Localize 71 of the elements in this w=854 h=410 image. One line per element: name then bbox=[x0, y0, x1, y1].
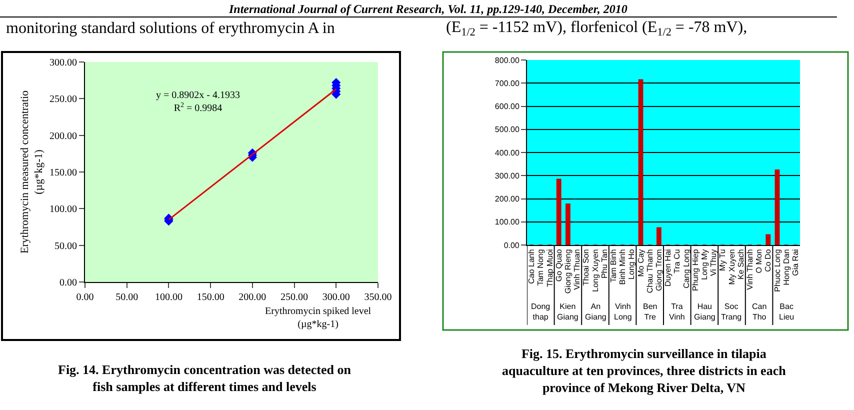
x-tick-label: Cang Long bbox=[682, 249, 691, 288]
y-tick-label: 200.00 bbox=[494, 194, 520, 204]
y-tick-label: 300.00 bbox=[50, 58, 77, 68]
text: Vinh Long bbox=[614, 302, 632, 322]
x-tick-label: Go Quao bbox=[554, 248, 564, 282]
x-tick-label: Hong Dan bbox=[782, 249, 791, 286]
x-tick-label: Tam Nong bbox=[536, 249, 546, 286]
x-tick-label: My Tu bbox=[718, 249, 728, 271]
x-tick-label: Tam Binh bbox=[609, 249, 618, 283]
y-tick-label: 800.00 bbox=[494, 56, 520, 65]
text: Tra Vinh bbox=[669, 302, 685, 322]
text: (E$_{1/2}$ = -1152 mV), florfenicol (E$_{1/2}$ = -78 mV), bbox=[446, 19, 748, 38]
x-tick-label: Giong Rieng bbox=[564, 249, 573, 294]
x-tick-label: Long Xuyen bbox=[590, 249, 600, 292]
x-tick-label: Duyen Hai bbox=[664, 248, 673, 287]
x-tick-label: Vinh Thanh bbox=[746, 249, 755, 290]
x-tick-label: Binh Minh bbox=[618, 249, 628, 285]
text: monitoring standard solutions of erythromycin A in bbox=[6, 20, 335, 37]
text: Kien Giang bbox=[557, 302, 578, 322]
text: Ben Tre bbox=[643, 302, 658, 322]
text: Soc Trang bbox=[721, 302, 742, 322]
y-tick-label: 500.00 bbox=[494, 125, 520, 134]
x-tick-label: 50.00 bbox=[116, 292, 138, 303]
x-tick-label: Vinh Thuan bbox=[572, 249, 582, 290]
x-tick-label: 150.00 bbox=[196, 292, 224, 303]
x-tick-label: 350.00 bbox=[364, 292, 392, 303]
x-tick-label: My Xuyen bbox=[727, 249, 736, 285]
x-tick-label: 100.00 bbox=[154, 292, 182, 303]
text: International Journal of Current Research, Vol. 11, pp.129-140, December, 2010 bbox=[228, 2, 628, 16]
x-tick-label: Thap Muoi bbox=[545, 248, 554, 287]
y-tick-label: 400.00 bbox=[494, 148, 520, 158]
y-tick-label: 600.00 bbox=[494, 102, 520, 112]
x-tick-label: Phung Hiep bbox=[690, 248, 700, 292]
x-tick-label: Long My bbox=[700, 249, 710, 280]
y-tick-label: 0.00 bbox=[504, 240, 520, 250]
caption: Fig. 14. Erythromycin concentration was detected on fish samples at different times and levels bbox=[58, 362, 352, 394]
x-tick-label: Giong Trom bbox=[654, 248, 664, 291]
x-tick-label: 0.00 bbox=[76, 292, 94, 303]
x-tick-label: Gia Rai bbox=[791, 248, 800, 276]
x-tick-label: Mo Cay bbox=[636, 249, 646, 277]
text: Dong thap bbox=[531, 302, 550, 322]
x-tick-label: Chau Thanh bbox=[645, 249, 654, 294]
x-tick-label: 300.00 bbox=[322, 292, 350, 303]
x-tick-label: Thoai Son bbox=[582, 249, 591, 286]
caption: Fig. 15. Erythromycin surveillance in tilapia aquaculture at ten provinces, three districts in each province of Mekong River Delta, VN bbox=[502, 346, 787, 395]
x-tick-label: Long Ho bbox=[627, 248, 636, 280]
x-tick-label: 250.00 bbox=[280, 292, 308, 303]
x-tick-label: Vi Thuy bbox=[709, 249, 718, 276]
x-tick-label: Cao Lanh bbox=[527, 249, 536, 284]
y-tick-label: 300.00 bbox=[494, 171, 520, 180]
text: Bac Lieu bbox=[779, 302, 794, 322]
y-tick-label: 250.00 bbox=[50, 94, 77, 106]
y-tick-label: 200.00 bbox=[50, 130, 77, 142]
x-tick-label: 200.00 bbox=[238, 292, 266, 303]
y-tick-label: 100.00 bbox=[50, 204, 77, 216]
x-tick-label: Phuoc Long bbox=[772, 249, 782, 292]
y-axis-title: Erythromycin measured concentratio (µg*kg-1) bbox=[18, 90, 46, 254]
y-tick-label: 150.00 bbox=[50, 168, 77, 178]
annotation: y = 0.8902x - 4.1933 R$^{2}$ = 0.9984 bbox=[156, 90, 240, 114]
x-tick-label: Co Do bbox=[764, 248, 773, 272]
x-tick-label: Phu Tan bbox=[600, 249, 609, 278]
y-tick-label: 700.00 bbox=[494, 78, 520, 88]
x-axis-title: Erythromycin spiked level (µg*kg-1) bbox=[265, 306, 372, 330]
x-tick-label: Ke Sach bbox=[736, 249, 746, 280]
y-tick-label: 50.00 bbox=[54, 240, 77, 252]
x-tick-label: O Mon bbox=[754, 249, 764, 274]
text: Hau Giang bbox=[694, 302, 716, 322]
text: An Giang bbox=[585, 302, 606, 322]
y-tick-label: 100.00 bbox=[494, 218, 520, 227]
x-tick-label: Tra Cu bbox=[672, 249, 682, 274]
text: Can Tho bbox=[752, 302, 767, 322]
